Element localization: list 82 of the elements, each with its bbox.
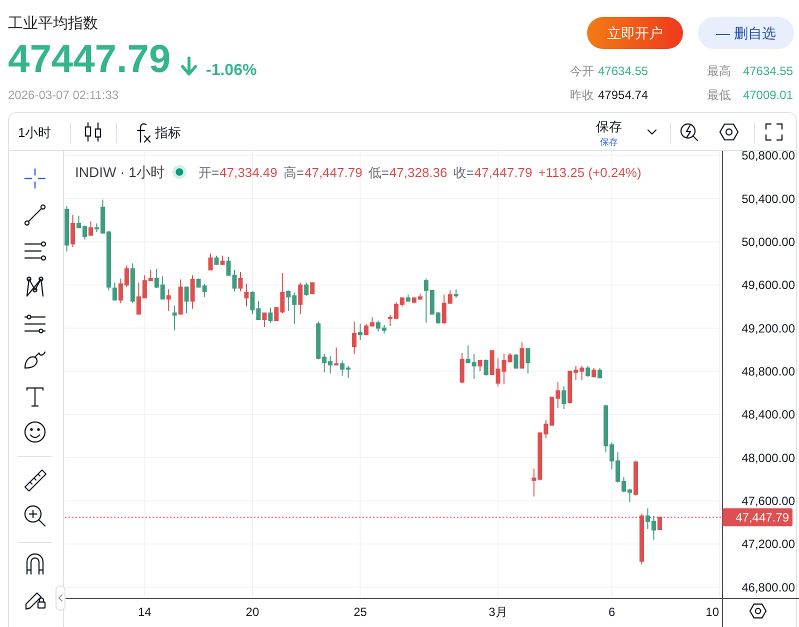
y-tick-label: 46,800.00 [742, 580, 796, 594]
candlestick [64, 206, 70, 252]
text: 指标 [154, 125, 181, 140]
annotation: 收= [453, 165, 474, 180]
x-tick-label: 14 [138, 605, 152, 619]
annotation: 高= [283, 165, 304, 180]
x-tick-label: 3月 [488, 605, 508, 619]
candlestick [208, 253, 213, 270]
candlestick [310, 282, 315, 294]
text: — 删自选 [716, 25, 776, 41]
text: 昨收 [570, 88, 594, 102]
annotation: 开= [198, 165, 220, 180]
candlestick [358, 323, 363, 340]
candlestick [460, 352, 464, 384]
y-tick-label: 49,600.00 [742, 278, 796, 292]
x-tick-label: 25 [354, 605, 368, 619]
candlestick [484, 358, 488, 376]
text: 47447.79 [8, 38, 171, 81]
text: 最低 [707, 88, 731, 102]
candlestick [88, 220, 94, 236]
annotation: 47,328.36 [389, 165, 448, 180]
candlestick [514, 354, 518, 369]
candlestick [166, 288, 171, 312]
annotation: 47,447.79 [474, 165, 532, 180]
y-tick-label: 47,200.00 [742, 537, 796, 552]
candlestick [634, 460, 638, 496]
chart-title: 工业平均指数 [8, 15, 98, 32]
candlestick [598, 368, 602, 378]
candlestick [178, 279, 183, 315]
text: INDIW · 1小时 [75, 164, 164, 180]
y-tick-label: 48,400.00 [742, 408, 796, 422]
annotation: 47,334.49 [220, 165, 278, 180]
text: 2026-03-07 02:11:33 [8, 88, 119, 102]
candlestick [112, 282, 117, 301]
y-tick-label: 48,800.00 [742, 364, 796, 378]
candlestick [238, 271, 243, 292]
text: 1小时 [18, 125, 52, 140]
text: 今开 [570, 64, 594, 78]
candlestick [190, 274, 195, 310]
annotation: 低= [368, 165, 389, 180]
text: 立即开户 [607, 25, 663, 41]
candlestick [220, 255, 225, 265]
x-tick-label: 20 [246, 605, 260, 619]
candlestick [70, 214, 76, 248]
text: 最高 [707, 64, 731, 78]
candlestick [562, 386, 566, 410]
candlestick [520, 342, 524, 369]
candlestick [298, 282, 303, 315]
candlestick [334, 347, 339, 366]
candlestick [172, 304, 177, 331]
candlestick [526, 348, 530, 374]
ref-line-label: 47,447.79 [736, 510, 790, 524]
candlestick [478, 360, 482, 372]
candlestick [262, 312, 267, 328]
y-tick-label: 47,600.00 [742, 494, 796, 508]
candlestick [244, 283, 249, 308]
text: 47634.55 [742, 64, 794, 78]
text: 47634.55 [598, 64, 648, 78]
candlestick [268, 307, 273, 324]
text: 保存 [596, 119, 622, 134]
candlestick [304, 282, 309, 296]
candlestick [184, 286, 189, 314]
candlestick [454, 288, 458, 298]
y-tick-label: 49,200.00 [742, 321, 796, 336]
text: 47009.01 [742, 88, 794, 102]
candlestick [586, 365, 590, 378]
candlestick [214, 255, 219, 265]
text: 47954.74 [598, 88, 648, 102]
y-tick-label: 50,000.00 [742, 234, 796, 249]
x-tick-label: 6 [608, 605, 616, 619]
y-tick-label: 50,800.00 [742, 148, 796, 163]
x-tick-label: 10 [706, 605, 720, 619]
y-tick-label: 50,400.00 [742, 192, 796, 206]
text: -1.06% [206, 62, 257, 79]
y-tick-label: 48,000.00 [742, 450, 796, 465]
annotation: 47,447.79 [304, 165, 362, 180]
candlestick [130, 262, 135, 304]
candlestick [352, 321, 357, 355]
text: 保存 [600, 137, 618, 147]
candlestick [592, 368, 596, 378]
candlestick [406, 294, 410, 302]
annotation: +113.25 (+0.24%) [538, 165, 642, 180]
